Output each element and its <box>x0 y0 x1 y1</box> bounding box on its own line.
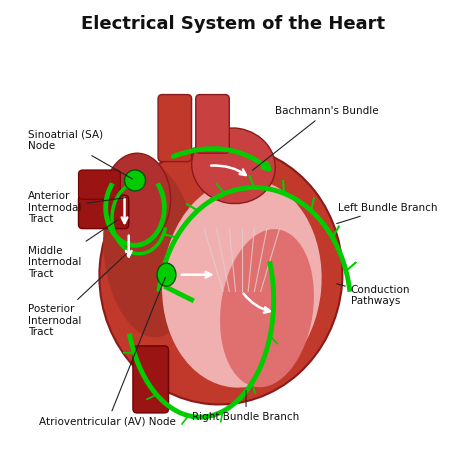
Circle shape <box>125 170 146 191</box>
FancyBboxPatch shape <box>196 95 229 153</box>
Ellipse shape <box>104 153 171 246</box>
Ellipse shape <box>157 263 176 286</box>
Text: Sinoatrial (SA)
Node: Sinoatrial (SA) Node <box>28 130 133 179</box>
FancyBboxPatch shape <box>158 95 191 162</box>
Text: Bachmann's Bundle: Bachmann's Bundle <box>252 106 379 170</box>
Title: Electrical System of the Heart: Electrical System of the Heart <box>82 15 385 33</box>
Ellipse shape <box>162 179 322 388</box>
Ellipse shape <box>191 128 275 204</box>
Text: Right Bundle Branch: Right Bundle Branch <box>192 391 300 422</box>
Text: Anterior
Internodal
Tract: Anterior Internodal Tract <box>28 191 126 224</box>
Text: Atrioventricular (AV) Node: Atrioventricular (AV) Node <box>39 277 176 426</box>
FancyBboxPatch shape <box>133 346 169 413</box>
Ellipse shape <box>220 229 314 387</box>
Text: Middle
Internodal
Tract: Middle Internodal Tract <box>28 219 118 279</box>
FancyBboxPatch shape <box>79 170 120 199</box>
FancyBboxPatch shape <box>79 195 129 228</box>
Text: Posterior
Internodal
Tract: Posterior Internodal Tract <box>28 254 127 337</box>
Text: Left Bundle Branch: Left Bundle Branch <box>337 203 438 224</box>
Text: Conduction
Pathways: Conduction Pathways <box>337 284 410 306</box>
Ellipse shape <box>100 145 342 404</box>
Ellipse shape <box>103 162 196 337</box>
